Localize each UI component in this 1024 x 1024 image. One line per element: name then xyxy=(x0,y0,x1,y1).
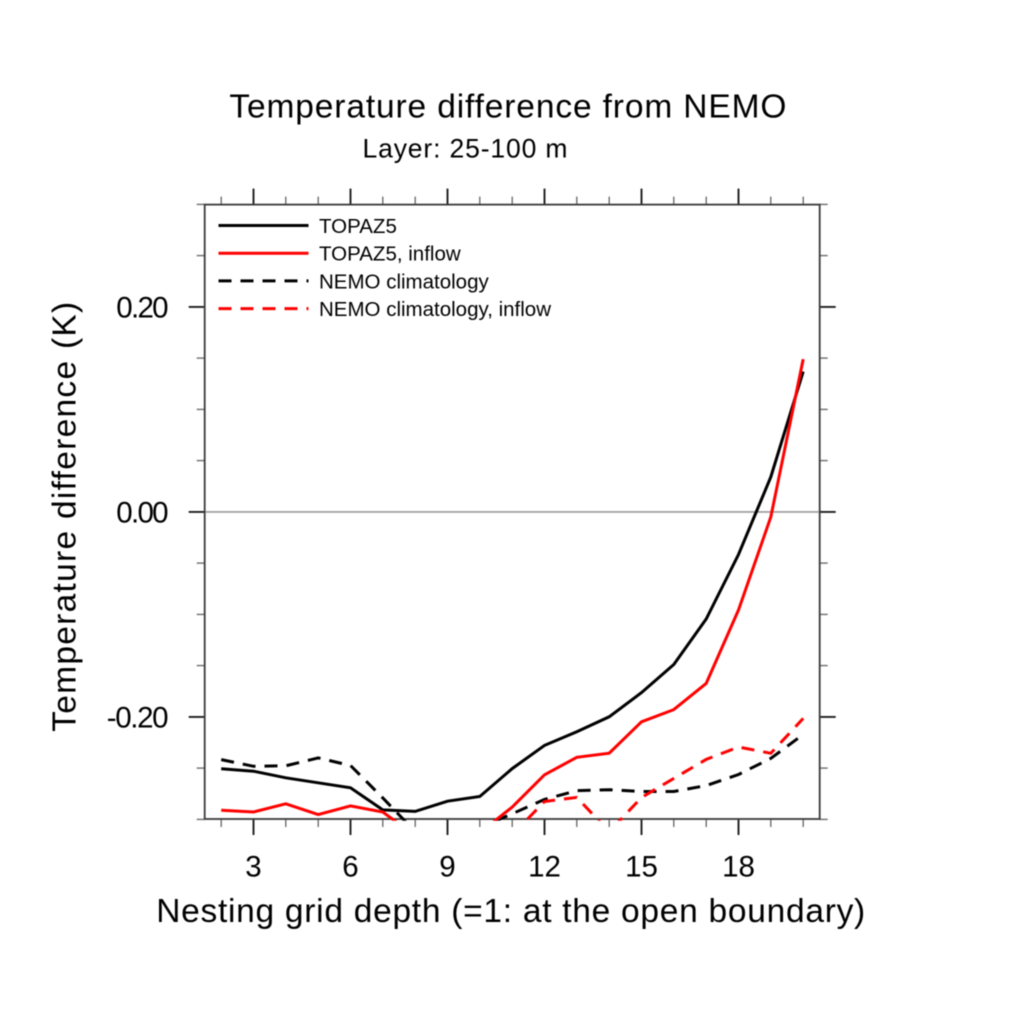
svg-text:TOPAZ5: TOPAZ5 xyxy=(319,215,397,238)
svg-text:Temperature difference (K): Temperature difference (K) xyxy=(47,302,84,732)
svg-text:0.00: 0.00 xyxy=(116,497,168,530)
svg-text:NEMO climatology: NEMO climatology xyxy=(319,270,489,293)
svg-text:3: 3 xyxy=(245,850,261,883)
svg-text:NEMO climatology, inflow: NEMO climatology, inflow xyxy=(319,298,551,321)
svg-text:15: 15 xyxy=(625,850,658,883)
svg-text:0.20: 0.20 xyxy=(116,292,168,325)
svg-text:12: 12 xyxy=(528,850,561,883)
svg-text:Nesting grid depth (=1: at the: Nesting grid depth (=1: at the open boun… xyxy=(156,893,865,930)
svg-text:6: 6 xyxy=(342,850,358,883)
svg-text:18: 18 xyxy=(722,850,755,883)
svg-text:9: 9 xyxy=(439,850,455,883)
svg-text:Layer: 25-100 m: Layer: 25-100 m xyxy=(363,133,568,163)
svg-text:TOPAZ5, inflow: TOPAZ5, inflow xyxy=(319,243,461,266)
svg-text:-0.20: -0.20 xyxy=(107,702,169,735)
svg-text:Temperature difference from NE: Temperature difference from NEMO xyxy=(229,89,786,126)
